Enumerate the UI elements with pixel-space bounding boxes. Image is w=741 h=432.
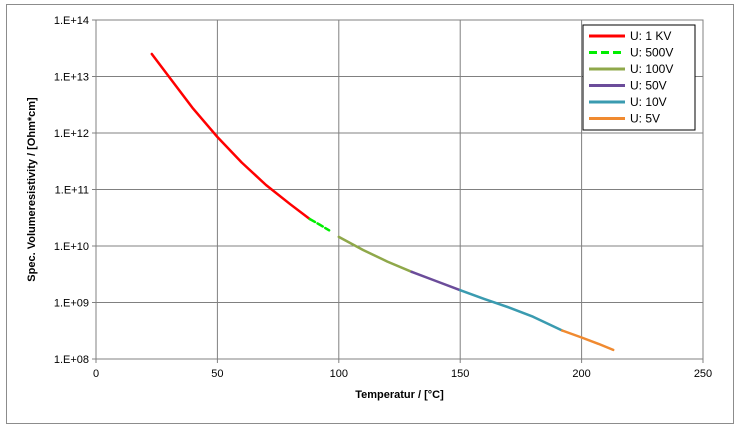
x-tick-label: 150 <box>451 368 469 380</box>
y-tick-label: 1.E+12 <box>54 128 89 140</box>
legend-box <box>582 24 696 131</box>
x-tick-label: 50 <box>211 368 223 380</box>
legend-label: U: 50V <box>630 79 667 93</box>
y-tick-label: 1.E+11 <box>55 185 89 197</box>
y-tick-label: 1.E+14 <box>54 15 89 27</box>
y-tick-label: 1.E+08 <box>54 354 89 366</box>
legend-label: U: 1 KV <box>630 29 671 43</box>
y-tick-label: 1.E+10 <box>54 241 89 253</box>
series-line-4 <box>458 288 564 332</box>
y-tick-label: 1.E+13 <box>54 72 89 84</box>
x-axis-title: Temperatur / [°C] <box>355 389 444 401</box>
series-lines <box>150 52 615 352</box>
series-line-5 <box>560 329 615 352</box>
x-tick-label: 100 <box>330 368 348 380</box>
x-tick-label: 0 <box>93 368 99 380</box>
y-axis-title: Spec. Volumeresistivity / [Ohm*cm] <box>26 97 38 282</box>
legend-label: U: 10V <box>630 95 667 109</box>
legend-label: U: 100V <box>630 62 673 76</box>
legend-label: U: 5V <box>630 112 660 126</box>
y-tick-label: 1.E+09 <box>54 298 89 310</box>
x-axis-ticks: 0 50 100 150 200 250 <box>93 359 712 380</box>
legend-label: U: 500V <box>630 46 673 60</box>
series-line-2 <box>337 235 413 274</box>
legend: U: 1 KV U: 500V U: 100V U: 50V U: 10V U: 5V <box>582 24 696 131</box>
series-line-3 <box>410 270 462 292</box>
series-line-1 <box>308 217 331 232</box>
series-line-0 <box>150 52 311 221</box>
y-axis-ticks: 1.E+08 1.E+09 1.E+10 1.E+11 1.E+12 1.E+13 1.E+… <box>54 15 96 366</box>
x-tick-label: 200 <box>572 368 590 380</box>
x-tick-label: 250 <box>694 368 712 380</box>
